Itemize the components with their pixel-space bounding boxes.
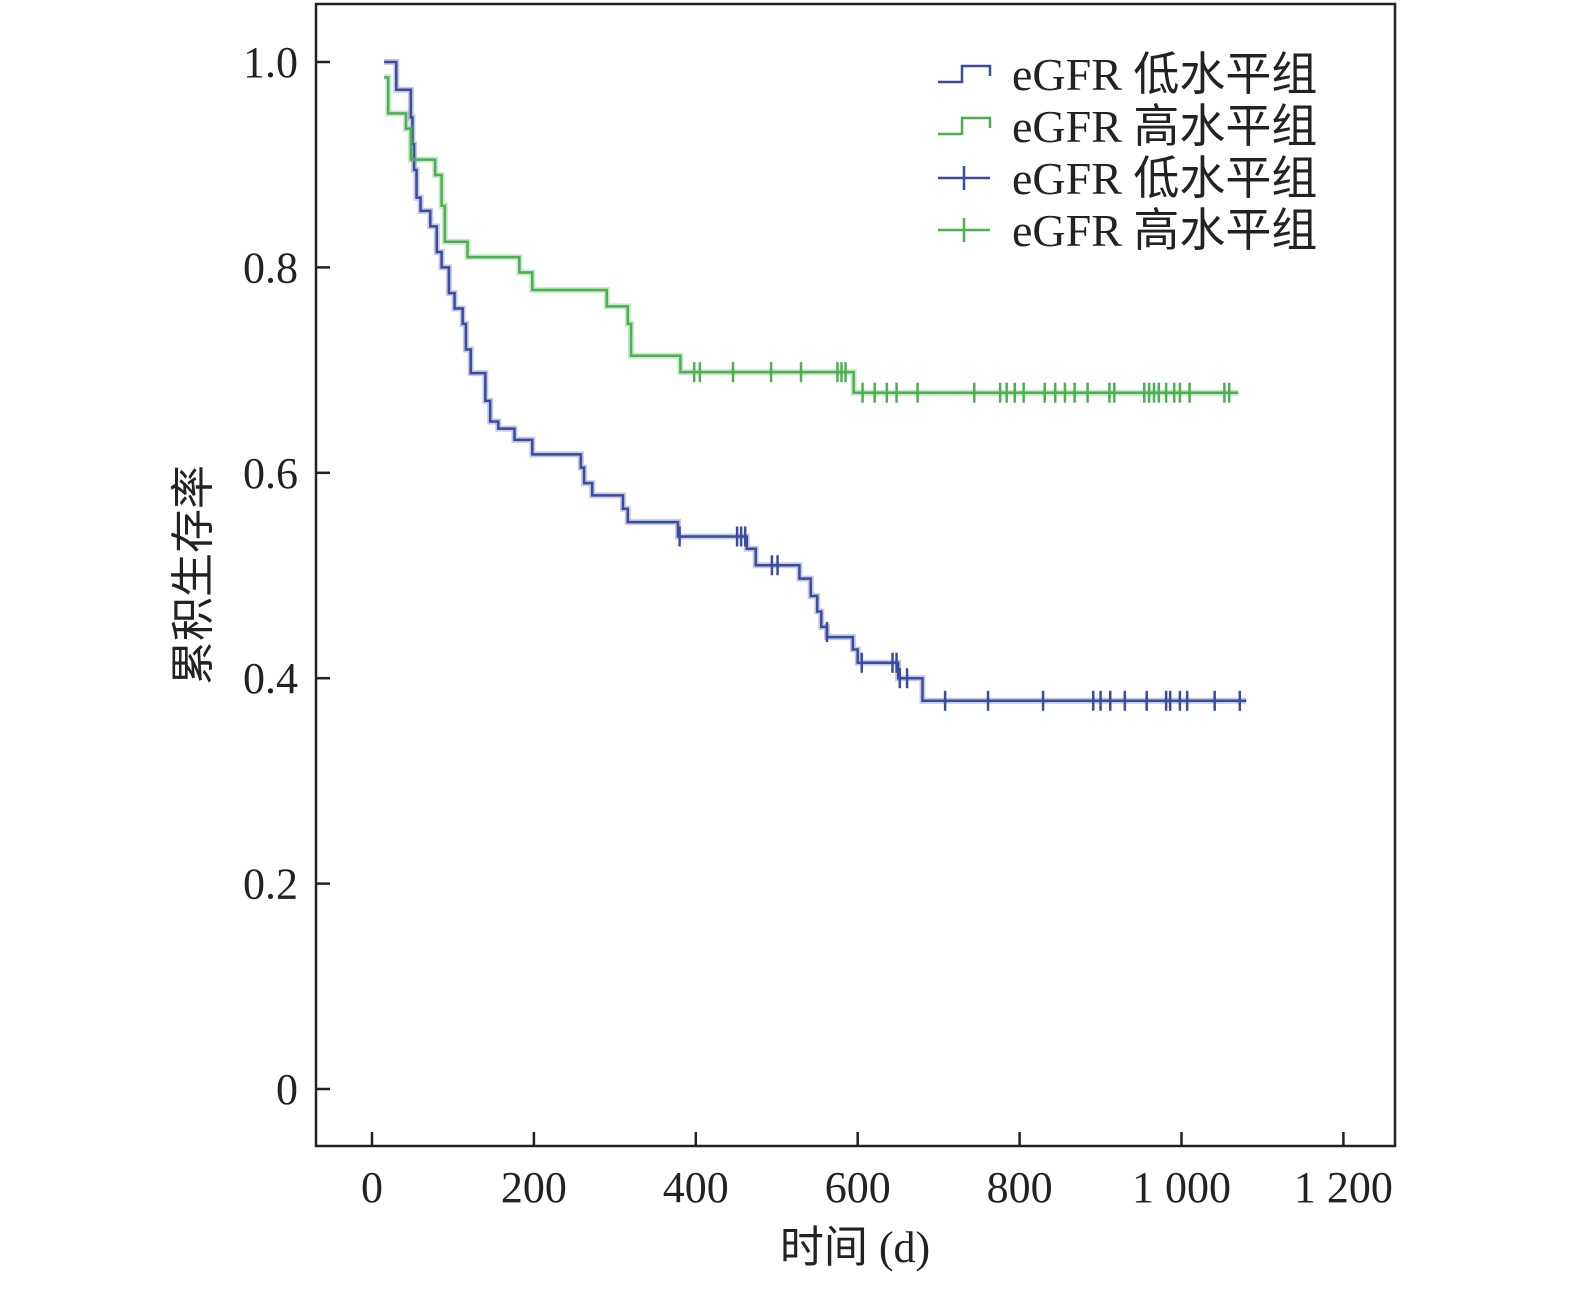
y-tick-label: 0.6	[243, 449, 298, 498]
legend-step-icon	[938, 116, 992, 136]
km-curve-0	[384, 60, 1247, 703]
x-tick-label: 1 000	[1132, 1163, 1231, 1212]
legend-label: eGFR 高水平组	[1012, 205, 1317, 256]
x-axis-label: 时间 (d)	[780, 1223, 930, 1272]
km-curve-1	[384, 76, 1239, 394]
x-tick-label: 0	[361, 1163, 383, 1212]
y-tick-label: 0.8	[243, 243, 298, 292]
x-tick-label: 200	[501, 1163, 567, 1212]
x-tick-label: 600	[825, 1163, 891, 1212]
x-tick-label: 800	[987, 1163, 1053, 1212]
x-tick-label: 1 200	[1294, 1163, 1393, 1212]
plot-frame	[314, 2, 1397, 1148]
legend-label: eGFR 低水平组	[1012, 49, 1317, 100]
y-tick-label: 0	[276, 1065, 298, 1114]
x-tick-label: 400	[663, 1163, 729, 1212]
y-tick-label: 0.2	[243, 860, 298, 909]
y-axis-label: 累积生存率	[169, 465, 218, 685]
y-tick-label: 0.4	[243, 654, 298, 703]
legend-label: eGFR 低水平组	[1012, 153, 1317, 204]
legend-label: eGFR 高水平组	[1012, 101, 1317, 152]
legend-step-icon	[938, 64, 992, 84]
y-tick-label: 1.0	[243, 38, 298, 87]
